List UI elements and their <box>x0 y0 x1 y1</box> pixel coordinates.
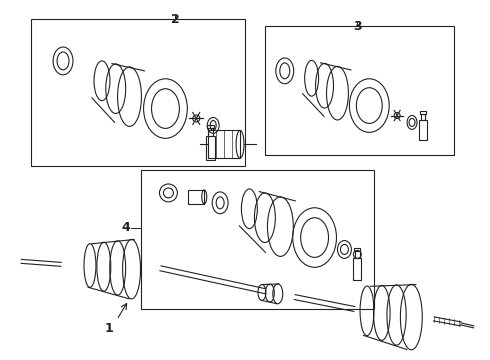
Text: 4: 4 <box>122 221 131 234</box>
Bar <box>208 130 240 158</box>
Bar <box>206 136 215 160</box>
Bar <box>207 125 214 128</box>
Bar <box>141 170 374 309</box>
Text: 1: 1 <box>104 322 113 335</box>
Text: 3: 3 <box>353 20 362 33</box>
Bar <box>355 251 360 258</box>
Bar <box>353 258 361 280</box>
Bar <box>419 121 427 140</box>
Text: 2: 2 <box>171 13 180 26</box>
Bar <box>208 128 213 136</box>
Bar <box>265 26 454 155</box>
Bar <box>420 111 426 113</box>
Bar <box>31 19 245 166</box>
Bar <box>421 113 425 121</box>
Bar <box>188 190 204 204</box>
Bar <box>354 248 361 251</box>
